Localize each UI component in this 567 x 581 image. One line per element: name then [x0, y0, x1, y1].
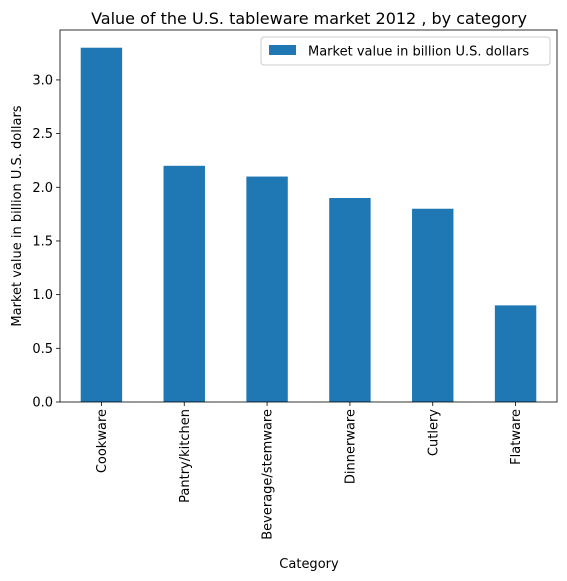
- x-tick-label: Cookware: [95, 409, 110, 473]
- legend: Market value in billion U.S. dollars: [260, 36, 551, 66]
- y-tick-label: 0.5: [32, 342, 53, 357]
- bar-beverage-stemware: [246, 176, 288, 402]
- y-axis: 0.0 0.5 1.0 1.5 2.0 2.5 3.0: [32, 73, 60, 411]
- legend-frame: [260, 36, 551, 66]
- x-axis: Cookware Pantry/kitchen Beverage/stemware D…: [95, 402, 524, 540]
- x-axis-label: Category: [279, 557, 339, 572]
- x-tick-label: Flatware: [509, 409, 524, 465]
- y-tick-label: 0.0: [32, 396, 53, 411]
- plot-frame: [59, 29, 558, 403]
- bars-group: [80, 47, 537, 403]
- y-tick-label: 2.0: [32, 181, 53, 196]
- legend-label: Market value in billion U.S. dollars: [308, 45, 529, 60]
- legend-swatch: [269, 45, 296, 55]
- y-axis-label: Market value in billion U.S. dollars: [10, 105, 25, 326]
- x-tick-label: Pantry/kitchen: [178, 409, 193, 503]
- y-tick-label: 1.5: [32, 234, 53, 249]
- chart-title: Value of the U.S. tableware market 2012 …: [91, 9, 527, 28]
- bar-cutlery: [412, 208, 454, 402]
- x-tick-label: Beverage/stemware: [261, 409, 276, 540]
- x-tick-label: Dinnerware: [343, 409, 358, 484]
- y-tick-label: 2.5: [32, 127, 53, 142]
- bar-cookware: [80, 47, 123, 403]
- y-tick-label: 3.0: [32, 73, 53, 88]
- bar-dinnerware: [329, 198, 371, 402]
- x-tick-label: Cutlery: [426, 409, 441, 456]
- bar-pantry-kitchen: [163, 165, 205, 402]
- y-tick-label: 1.0: [32, 288, 53, 303]
- bar-flatware: [494, 305, 537, 402]
